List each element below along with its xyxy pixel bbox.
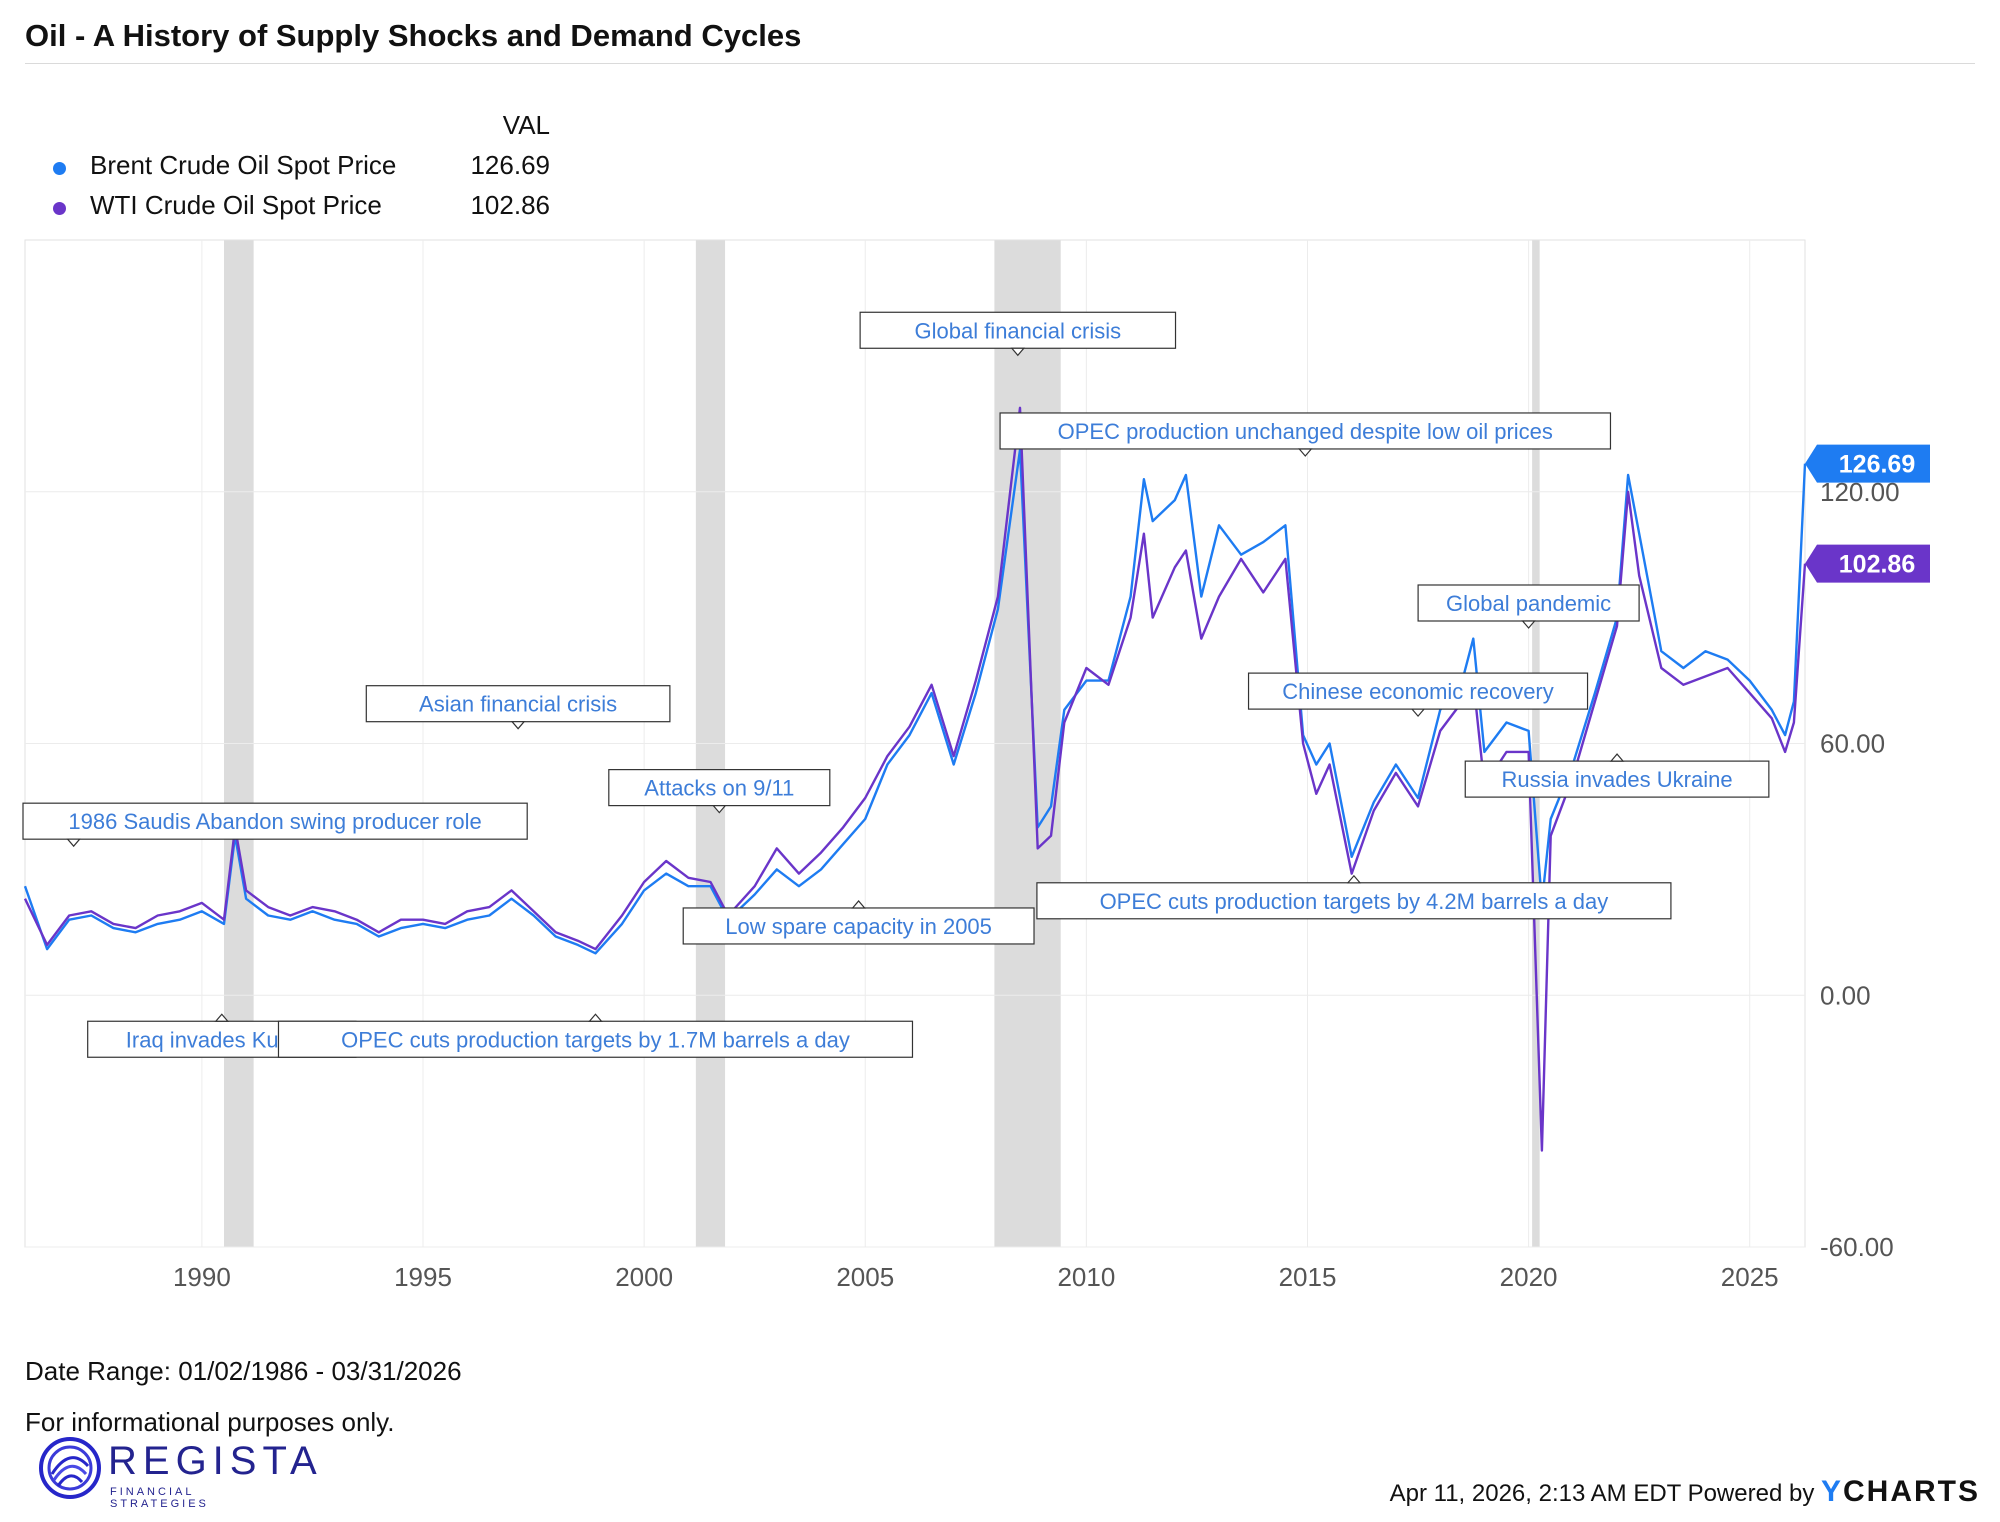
title-divider: [25, 63, 1975, 64]
legend-header: VAL: [502, 110, 550, 140]
y-tick-label: 0.00: [1820, 980, 1871, 1010]
timestamp: Apr 11, 2026, 2:13 AM EDT Powered by: [1389, 1480, 1815, 1507]
annotation-pointer: [851, 900, 866, 909]
annotation-text: OPEC cuts production targets by 1.7M bar…: [341, 1027, 850, 1052]
x-tick-label: 2015: [1279, 1262, 1337, 1292]
date-range: Date Range: 01/02/1986 - 03/31/2026: [25, 1356, 462, 1386]
annotation-box: [1247, 672, 1589, 710]
x-tick-label: 2005: [836, 1262, 894, 1292]
legend-value: 102.86: [470, 190, 550, 220]
y-tick-label: -60.00: [1820, 1232, 1894, 1262]
x-tick-label: 2020: [1500, 1262, 1558, 1292]
annotation-pointer: [510, 721, 526, 730]
oil-price-chart[interactable]: 1986 Saudis Abandon swing producer roleI…: [0, 0, 2000, 1340]
annotation-text: Asian financial crisis: [419, 692, 617, 717]
annotation-text: OPEC production unchanged despite low oi…: [1058, 419, 1553, 444]
annotation-box: [608, 769, 831, 807]
end-label-value: 126.69: [1839, 451, 1915, 479]
annotation-text: Global pandemic: [1446, 591, 1611, 616]
annotation-box: [999, 412, 1612, 450]
ycharts-logo[interactable]: YCHARTS: [1821, 1475, 1980, 1508]
annotation-pointer: [1346, 874, 1362, 884]
x-tick-label: 2025: [1721, 1262, 1779, 1292]
annotation-pointer: [1410, 708, 1426, 718]
annotation-text: Global financial crisis: [914, 318, 1121, 343]
x-tick-label: 1990: [173, 1262, 231, 1292]
brent-end-label: 126.69: [1805, 444, 1930, 483]
annotation-text: Chinese economic recovery: [1282, 679, 1553, 704]
chart-title: Oil - A History of Supply Shocks and Dem…: [25, 18, 802, 53]
annotation: OPEC production unchanged despite low oi…: [999, 412, 1612, 457]
annotation: Global financial crisis: [859, 311, 1177, 357]
wti-dot-icon: [53, 202, 66, 215]
wti-series-line[interactable]: [23, 406, 1807, 1152]
ycharts-logo-text: CHARTS: [1843, 1475, 1980, 1508]
annotation-pointer: [1521, 620, 1536, 629]
annotation-pointer: [712, 805, 727, 814]
x-tick-label: 1995: [394, 1262, 452, 1292]
annotation: Attacks on 9/11: [608, 769, 831, 814]
end-label-flag: [1805, 444, 1930, 483]
annotation-box: [1036, 882, 1672, 920]
y-tick-label: 60.00: [1820, 729, 1885, 759]
brent-dot-icon: [53, 162, 66, 175]
x-tick-label: 2000: [615, 1262, 673, 1292]
annotation-pointer: [588, 1013, 603, 1022]
annotation-pointer: [1297, 448, 1313, 457]
annotation: 1986 Saudis Abandon swing producer role: [22, 802, 528, 848]
end-label-flag: [1805, 544, 1930, 583]
annotation: OPEC cuts production targets by 4.2M bar…: [1036, 874, 1672, 920]
legend-label: Brent Crude Oil Spot Price: [90, 150, 397, 180]
annotation-box: [22, 802, 528, 840]
annotation-pointer: [1609, 753, 1625, 762]
annotation-pointer: [66, 838, 81, 848]
wti-end-label: 102.86: [1805, 544, 1930, 583]
annotation-text: OPEC cuts production targets by 4.2M bar…: [1100, 889, 1609, 914]
annotation: Low spare capacity in 2005: [682, 900, 1035, 945]
legend-label: WTI Crude Oil Spot Price: [90, 190, 382, 220]
regista-logo: REGISTA FINANCIAL STRATEGIES: [38, 1436, 317, 1510]
x-tick-label: 2010: [1057, 1262, 1115, 1292]
regista-logo-icon: [39, 1437, 101, 1499]
annotation-pointer: [214, 1013, 230, 1022]
annotation: OPEC cuts production targets by 1.7M bar…: [277, 1013, 914, 1058]
annotation: Chinese economic recovery: [1247, 672, 1589, 718]
annotation: Global pandemic: [1417, 584, 1640, 629]
annotation: Russia invades Ukraine: [1464, 753, 1770, 798]
disclaimer: For informational purposes only.: [25, 1407, 395, 1437]
ycharts-logo-y: Y: [1820, 1475, 1843, 1508]
legend-value: 126.69: [470, 150, 550, 180]
annotation: Asian financial crisis: [365, 685, 671, 730]
annotation-text: 1986 Saudis Abandon swing producer role: [68, 809, 481, 834]
annotation-text: Attacks on 9/11: [644, 776, 794, 801]
credit-line: Apr 11, 2026, 2:13 AM EDT Powered by YCH…: [1390, 1475, 1980, 1509]
end-label-value: 102.86: [1839, 551, 1915, 579]
annotation-box: [682, 907, 1035, 945]
annotation-pointer: [1010, 347, 1026, 357]
annotation-text: Russia invades Ukraine: [1501, 767, 1732, 792]
logo-tagline: FINANCIAL STRATEGIES: [110, 1486, 209, 1510]
annotation-text: Low spare capacity in 2005: [725, 914, 992, 939]
logo-name: REGISTA: [108, 1439, 323, 1483]
